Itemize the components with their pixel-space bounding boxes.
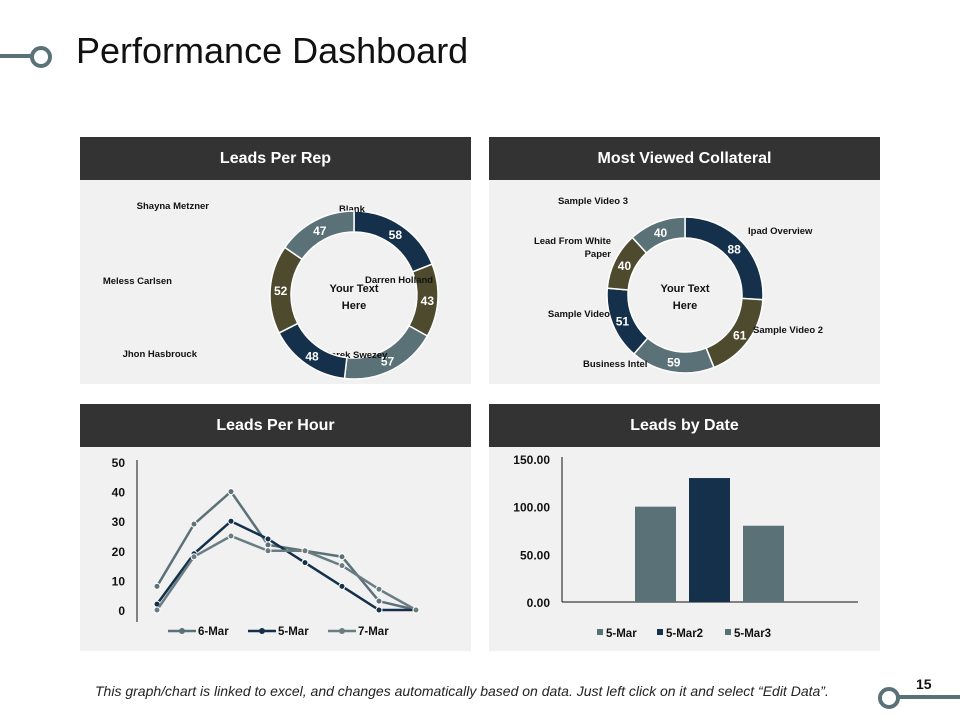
bar-legend-swatch — [597, 629, 603, 635]
title-decoration-line — [0, 54, 32, 58]
line-data-point — [301, 547, 309, 555]
line-y-tick-label: 30 — [112, 515, 126, 529]
rep-category-label: Blank — [339, 204, 366, 215]
bar-legend-swatch — [657, 629, 663, 635]
collateral-value-label: 40 — [654, 226, 668, 240]
rep-value-label: 52 — [274, 284, 288, 298]
footer-decoration-line — [896, 695, 960, 699]
collateral-center-text: Here — [673, 300, 697, 312]
rep-center-text: Your Text — [329, 283, 378, 295]
bar-y-tick-label: 50.00 — [520, 548, 550, 562]
rep-category-label: Jhon Hasbrouck — [123, 349, 198, 360]
line-data-point — [338, 562, 346, 570]
bar-rect — [743, 525, 784, 602]
line-series-line — [155, 534, 417, 612]
collateral-category-label: Business Intel — [583, 359, 647, 370]
most-viewed-collateral-header: Most Viewed Collateral — [489, 137, 880, 180]
leads-per-rep-panel: Leads Per Rep 58 Blank 43 Darren Holland 57 D… — [80, 137, 471, 384]
rep-value-label: 48 — [305, 349, 319, 363]
rep-category-label: Derek Swezey — [324, 350, 388, 361]
collateral-value-label: 59 — [667, 356, 681, 370]
bar-rect — [635, 506, 676, 602]
line-data-point — [190, 520, 198, 528]
bar-rect — [689, 478, 730, 602]
line-legend-label: 6-Mar — [198, 626, 229, 638]
collateral-category-label: Sample Video — [548, 309, 610, 320]
rep-value-label: 58 — [389, 228, 403, 242]
bar-legend-swatch — [725, 629, 731, 635]
line-data-point — [190, 553, 198, 561]
line-data-point — [375, 585, 383, 593]
most-viewed-collateral-panel: Most Viewed Collateral 88 Ipad Overview 61… — [489, 137, 880, 384]
rep-value-label: 47 — [313, 224, 327, 238]
leads-by-date-chart[interactable]: 0.00 50.00 100.00 150.00 5-Mar 5-Mar2 5-Mar3 — [489, 447, 880, 651]
collateral-category-label: Sample Video 2 — [753, 325, 823, 336]
rep-category-label: Darren Holland — [365, 275, 433, 286]
line-data-point — [375, 597, 383, 605]
rep-category-label: Meless Carlsen — [103, 276, 172, 287]
collateral-category-label: Lead From White — [534, 236, 611, 247]
line-legend-label: 7-Mar — [358, 626, 389, 638]
line-data-point — [227, 517, 235, 525]
rep-value-label: 57 — [381, 354, 395, 368]
bar-legend-label: 5-Mar3 — [734, 628, 771, 640]
bar-y-tick-label: 0.00 — [527, 596, 551, 610]
line-data-point — [153, 582, 161, 590]
line-y-tick-label: 20 — [112, 545, 126, 559]
line-legend-marker — [259, 628, 265, 634]
line-legend-marker — [179, 628, 185, 634]
collateral-value-label: 51 — [616, 314, 630, 328]
line-data-point — [227, 532, 235, 540]
line-data-point — [264, 541, 272, 549]
line-data-point — [301, 559, 309, 567]
rep-value-label: 43 — [421, 294, 435, 308]
line-y-tick-label: 10 — [112, 574, 126, 588]
line-y-tick-label: 50 — [112, 456, 126, 470]
page-title: Performance Dashboard — [76, 30, 469, 71]
line-data-point — [227, 488, 235, 496]
line-y-tick-label: 0 — [118, 604, 125, 618]
collateral-category-label: Sample Video 3 — [558, 196, 628, 207]
most-viewed-collateral-chart[interactable]: 88 Ipad Overview 61 Sample Video 2 59 Busines… — [489, 180, 880, 384]
line-series-line — [155, 489, 417, 612]
leads-per-hour-chart[interactable]: 0 10 20 30 40 50 6-Mar 5-Mar 7-Mar — [80, 447, 471, 651]
leads-per-hour-header: Leads Per Hour — [80, 404, 471, 447]
line-y-tick-label: 40 — [112, 486, 126, 500]
line-legend-marker — [339, 628, 345, 634]
title-decoration-circle — [30, 46, 52, 68]
footer-decoration-circle — [878, 687, 900, 709]
line-data-point — [264, 547, 272, 555]
line-series-line — [155, 519, 416, 612]
collateral-category-label: Ipad Overview — [748, 226, 813, 237]
line-data-point — [375, 606, 383, 614]
line-data-point — [338, 553, 346, 561]
bar-y-tick-label: 100.00 — [513, 501, 550, 515]
collateral-value-label: 40 — [618, 259, 632, 273]
page-number: 15 — [916, 676, 932, 692]
bar-legend-label: 5-Mar2 — [666, 628, 703, 640]
line-data-point — [338, 582, 346, 590]
rep-category-label: Shayna Metzner — [137, 201, 210, 212]
rep-slice — [283, 210, 355, 261]
collateral-value-label: 61 — [733, 329, 747, 343]
collateral-value-label: 88 — [727, 243, 741, 257]
bar-y-tick-label: 150.00 — [513, 453, 550, 467]
leads-by-date-panel: Leads by Date 0.00 50.00 100.00 150.00 5-Mar… — [489, 404, 880, 651]
leads-by-date-header: Leads by Date — [489, 404, 880, 447]
footer-note: This graph/chart is linked to excel, and… — [95, 683, 829, 699]
rep-center-text: Here — [342, 300, 366, 312]
collateral-center-text: Your Text — [660, 283, 709, 295]
leads-per-hour-panel: Leads Per Hour 0 10 20 30 40 50 6-Mar 5-Mar 7-Ma… — [80, 404, 471, 651]
line-legend-label: 5-Mar — [278, 626, 309, 638]
line-data-point — [264, 535, 272, 543]
line-data-point — [153, 606, 161, 614]
line-data-point — [412, 606, 420, 614]
bar-legend-label: 5-Mar — [606, 628, 637, 640]
collateral-category-label: Paper — [585, 249, 612, 260]
leads-per-rep-header: Leads Per Rep — [80, 137, 471, 180]
collateral-slice — [631, 216, 686, 255]
